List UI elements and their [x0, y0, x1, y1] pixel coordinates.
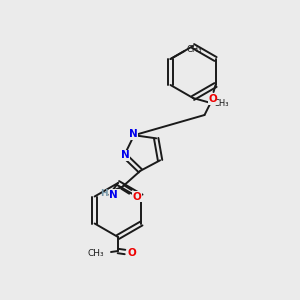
Text: N: N — [121, 150, 130, 160]
Text: H: H — [100, 189, 107, 198]
Text: O: O — [208, 94, 217, 104]
Text: O: O — [128, 248, 136, 258]
Text: CH₃: CH₃ — [87, 250, 104, 259]
Text: N: N — [129, 129, 137, 139]
Text: N: N — [110, 190, 118, 200]
Text: CH₃: CH₃ — [187, 44, 202, 53]
Text: CH₃: CH₃ — [213, 100, 229, 109]
Text: O: O — [133, 192, 142, 202]
